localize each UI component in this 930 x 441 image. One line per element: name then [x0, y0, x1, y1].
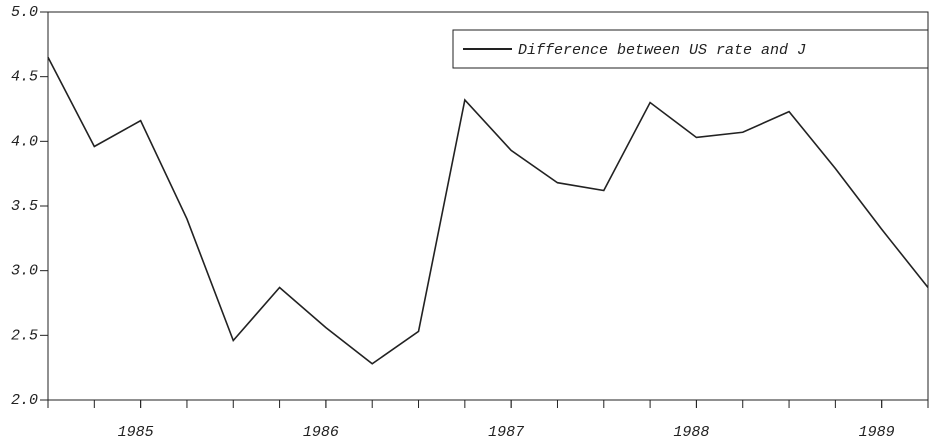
- legend: Difference between US rate and J: [463, 42, 806, 59]
- x-tick-label: 1986: [303, 424, 339, 441]
- legend-label: Difference between US rate and J: [518, 42, 806, 59]
- line-series: [47, 56, 929, 365]
- y-tick-label: 2.0: [11, 392, 38, 409]
- y-tick-label: 5.0: [11, 4, 38, 21]
- y-tick-label: 4.0: [11, 133, 38, 150]
- y-tick-label: 3.0: [11, 263, 38, 280]
- x-tick-label: 1989: [859, 424, 895, 441]
- x-tick-label: 1987: [488, 424, 524, 441]
- legend-box: [452, 29, 929, 69]
- y-tick-label: 4.5: [11, 69, 38, 86]
- y-tick-label: 2.5: [11, 327, 38, 344]
- y-tick-label: 3.5: [11, 198, 38, 215]
- x-tick-label: 1988: [673, 424, 709, 441]
- x-tick-label: 1985: [118, 424, 154, 441]
